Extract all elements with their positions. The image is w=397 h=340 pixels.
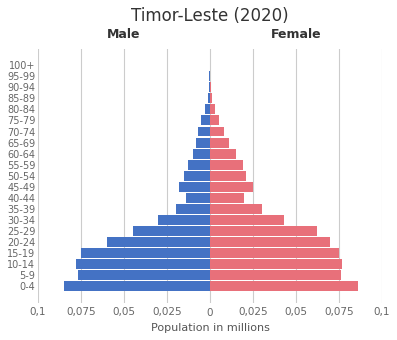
X-axis label: Population in millions: Population in millions (150, 323, 270, 333)
Bar (186, 193, 210, 203)
Bar (175, 204, 210, 214)
Bar (210, 237, 330, 247)
Bar (210, 138, 229, 148)
Bar (210, 116, 218, 125)
Bar (210, 226, 316, 236)
Bar (210, 204, 262, 214)
Bar (210, 82, 211, 92)
Bar (196, 138, 210, 148)
Bar (210, 215, 284, 225)
Bar (188, 160, 210, 170)
Bar (210, 126, 224, 136)
Bar (184, 171, 210, 181)
Bar (179, 182, 210, 192)
Bar (158, 215, 210, 225)
Bar (208, 94, 210, 103)
Bar (210, 270, 341, 280)
Bar (210, 171, 246, 181)
Bar (64, 281, 210, 291)
Bar (210, 281, 358, 291)
Bar (76, 259, 210, 269)
Bar (210, 182, 253, 192)
Bar (210, 193, 244, 203)
Bar (210, 149, 236, 158)
Text: Female: Female (271, 28, 321, 41)
Text: Male: Male (107, 28, 141, 41)
Bar (78, 270, 210, 280)
Bar (81, 248, 210, 258)
Bar (208, 82, 210, 92)
Bar (198, 126, 210, 136)
Bar (210, 248, 339, 258)
Bar (210, 160, 243, 170)
Bar (210, 104, 215, 114)
Title: Timor-Leste (2020): Timor-Leste (2020) (131, 7, 289, 25)
Bar (107, 237, 210, 247)
Bar (210, 259, 342, 269)
Bar (205, 104, 210, 114)
Bar (210, 94, 212, 103)
Bar (133, 226, 210, 236)
Bar (201, 116, 210, 125)
Bar (193, 149, 210, 158)
